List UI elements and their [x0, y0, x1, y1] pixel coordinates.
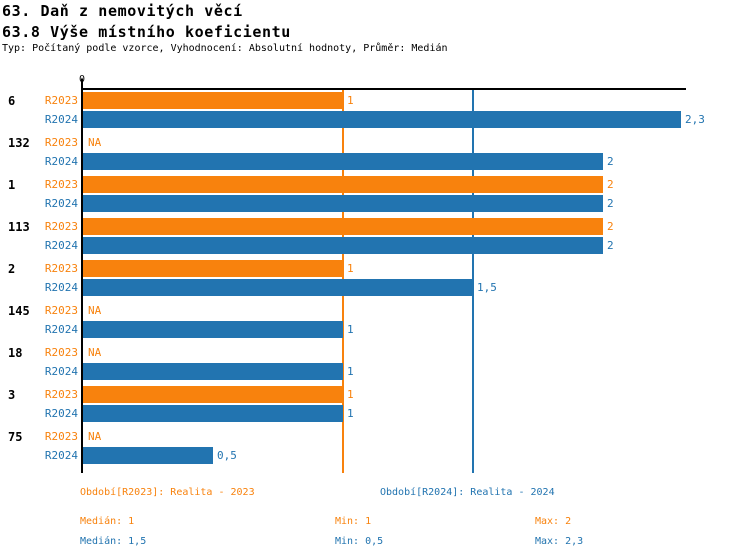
series-label-r2023: R2023 [44, 94, 78, 107]
legend-min-r2024: Min: 0,5 [335, 536, 384, 547]
na-label: NA [88, 430, 102, 443]
bar-r2024 [83, 237, 603, 254]
series-label-r2024: R2024 [44, 449, 78, 462]
value-label: 2 [607, 239, 614, 252]
legend-period-r2024: Období[R2024]: Realita - 2024 [380, 487, 555, 498]
series-label-r2023: R2023 [44, 388, 78, 401]
bar-r2024 [83, 195, 603, 212]
series-label-r2024: R2024 [44, 281, 78, 294]
value-label: 2 [607, 178, 614, 191]
series-label-r2024: R2024 [44, 197, 78, 210]
category-label: 75 [8, 430, 23, 444]
bar-r2024 [83, 153, 603, 170]
value-label: 2 [607, 155, 614, 168]
value-label: 0,5 [217, 449, 237, 462]
value-label: 1 [347, 365, 354, 378]
bar-r2023 [83, 260, 343, 277]
bar-r2024 [83, 405, 343, 422]
value-label: 2 [607, 197, 614, 210]
bar-r2024 [83, 111, 681, 128]
series-label-r2024: R2024 [44, 323, 78, 336]
chart-title-line2: 63.8 Výše místního koeficientu [2, 23, 291, 41]
series-label-r2024: R2024 [44, 113, 78, 126]
chart-subtitle: Typ: Počítaný podle vzorce, Vyhodnocení:… [2, 43, 448, 54]
bar-r2024 [83, 279, 473, 296]
bar-r2024 [83, 321, 343, 338]
series-label-r2024: R2024 [44, 407, 78, 420]
category-label: 3 [8, 388, 16, 402]
category-label: 2 [8, 262, 16, 276]
category-label: 145 [8, 304, 30, 318]
value-label: 1 [347, 407, 354, 420]
series-label-r2023: R2023 [44, 178, 78, 191]
series-label-r2023: R2023 [44, 304, 78, 317]
y-axis-line [81, 88, 83, 473]
x-axis-line [82, 88, 686, 90]
na-label: NA [88, 304, 102, 317]
legend-max-r2023: Max: 2 [535, 516, 572, 527]
bar-r2023 [83, 386, 343, 403]
value-label: 2,3 [685, 113, 705, 126]
x-axis-zero-tick [81, 79, 83, 88]
series-label-r2024: R2024 [44, 239, 78, 252]
na-label: NA [88, 346, 102, 359]
legend-median-r2023: Medián: 1 [80, 516, 135, 527]
value-label: 1 [347, 323, 354, 336]
series-label-r2023: R2023 [44, 136, 78, 149]
series-label-r2024: R2024 [44, 155, 78, 168]
bar-r2024 [83, 447, 213, 464]
bar-r2024 [83, 363, 343, 380]
x-axis-zero-label: 0 [78, 74, 86, 85]
series-label-r2023: R2023 [44, 220, 78, 233]
bar-r2023 [83, 92, 343, 109]
bar-r2023 [83, 176, 603, 193]
legend-median-r2024: Medián: 1,5 [80, 536, 147, 547]
series-label-r2024: R2024 [44, 365, 78, 378]
value-label: 1 [347, 262, 354, 275]
gridline-median-r2024 [472, 88, 474, 473]
series-label-r2023: R2023 [44, 262, 78, 275]
category-label: 113 [8, 220, 30, 234]
category-label: 6 [8, 94, 16, 108]
legend-period-r2023: Období[R2023]: Realita - 2023 [80, 487, 255, 498]
category-label: 1 [8, 178, 16, 192]
category-label: 132 [8, 136, 30, 150]
na-label: NA [88, 136, 102, 149]
category-label: 18 [8, 346, 23, 360]
legend-min-r2023: Min: 1 [335, 516, 372, 527]
value-label: 1 [347, 388, 354, 401]
chart-title-line1: 63. Daň z nemovitých věcí [2, 2, 243, 20]
value-label: 2 [607, 220, 614, 233]
series-label-r2023: R2023 [44, 346, 78, 359]
legend-max-r2024: Max: 2,3 [535, 536, 584, 547]
value-label: 1 [347, 94, 354, 107]
series-label-r2023: R2023 [44, 430, 78, 443]
bar-r2023 [83, 218, 603, 235]
value-label: 1,5 [477, 281, 497, 294]
